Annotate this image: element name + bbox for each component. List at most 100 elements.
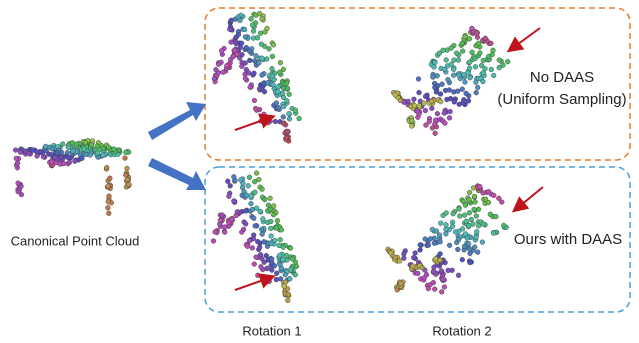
point — [283, 272, 288, 277]
point — [457, 73, 462, 78]
point — [255, 239, 260, 244]
point — [438, 99, 443, 104]
point — [449, 46, 454, 51]
point — [265, 26, 270, 31]
point — [106, 205, 111, 210]
point — [247, 58, 252, 63]
point — [432, 85, 437, 90]
point — [88, 153, 93, 158]
point — [231, 199, 236, 204]
point — [258, 209, 263, 214]
point — [480, 240, 485, 245]
point — [412, 97, 417, 102]
point — [473, 64, 478, 69]
point — [106, 184, 111, 189]
point — [281, 257, 286, 262]
point — [259, 42, 264, 47]
point — [475, 35, 480, 40]
point — [259, 227, 264, 232]
point — [463, 80, 468, 85]
point — [250, 207, 255, 212]
point — [437, 51, 442, 56]
point — [14, 156, 19, 161]
point — [247, 175, 252, 180]
point — [489, 41, 494, 46]
point — [478, 184, 483, 189]
point — [225, 179, 230, 184]
point — [279, 227, 284, 232]
point — [277, 253, 282, 258]
point — [418, 248, 423, 253]
point — [222, 225, 227, 230]
point — [278, 277, 283, 282]
point — [443, 121, 448, 126]
point — [253, 190, 258, 195]
point — [460, 41, 465, 46]
point — [397, 259, 402, 264]
point — [264, 253, 269, 258]
point — [260, 73, 265, 78]
point — [243, 35, 248, 40]
point — [468, 260, 473, 265]
point — [233, 39, 238, 44]
point — [49, 160, 54, 165]
point — [447, 243, 452, 248]
point — [467, 247, 472, 252]
point — [473, 200, 478, 205]
point — [221, 70, 226, 75]
point — [106, 199, 111, 204]
point — [262, 197, 267, 202]
point — [491, 73, 496, 78]
point — [234, 213, 239, 218]
point — [423, 237, 428, 242]
point — [426, 286, 431, 291]
point — [438, 258, 443, 263]
point — [434, 90, 439, 95]
point — [242, 27, 247, 32]
point — [432, 65, 437, 70]
point — [19, 192, 24, 197]
point — [260, 232, 265, 237]
point — [470, 26, 475, 31]
point — [213, 230, 218, 235]
point — [127, 182, 132, 187]
point — [499, 200, 504, 205]
point — [280, 91, 285, 96]
point — [470, 50, 475, 55]
point — [50, 147, 55, 152]
point — [254, 255, 259, 260]
point — [466, 71, 471, 76]
point — [402, 252, 407, 257]
point — [249, 193, 254, 198]
point — [238, 178, 243, 183]
point — [269, 241, 274, 246]
point — [35, 154, 40, 159]
point — [279, 266, 284, 271]
point — [393, 255, 398, 260]
point — [285, 86, 290, 91]
point — [258, 31, 263, 36]
point — [447, 116, 452, 121]
point — [446, 268, 451, 273]
point — [80, 156, 85, 161]
point — [472, 194, 477, 199]
point — [444, 231, 449, 236]
point — [269, 268, 274, 273]
point — [288, 246, 293, 251]
point — [491, 193, 496, 198]
point — [481, 79, 486, 84]
point — [417, 103, 422, 108]
point — [281, 121, 286, 126]
point — [218, 218, 223, 223]
point — [216, 62, 221, 67]
point — [123, 173, 128, 178]
point — [452, 58, 457, 63]
point — [274, 277, 279, 282]
point — [433, 118, 438, 123]
point — [467, 210, 472, 215]
point — [475, 250, 480, 255]
point — [417, 263, 422, 268]
point — [284, 253, 289, 258]
point — [491, 231, 496, 236]
point — [455, 247, 460, 252]
